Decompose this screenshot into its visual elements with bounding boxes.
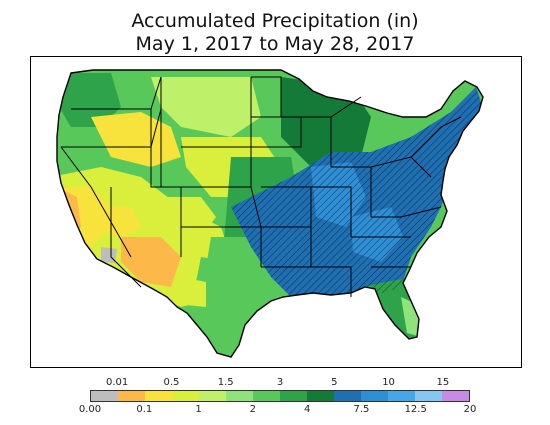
legend-swatch xyxy=(145,391,172,401)
legend-swatch xyxy=(118,391,145,401)
state-borders xyxy=(56,69,484,358)
legend-swatch xyxy=(307,391,334,401)
legend-swatch xyxy=(415,391,442,401)
legend-label-top: 1.5 xyxy=(217,377,234,388)
precipitation-fill xyxy=(57,70,483,357)
legend-swatch xyxy=(334,391,361,401)
legend-label-top: 3 xyxy=(276,377,284,388)
precipitation-map xyxy=(30,56,522,368)
legend-label-top: 5 xyxy=(331,377,338,388)
legend-label-top: 15 xyxy=(436,377,450,388)
legend-swatch xyxy=(199,391,226,401)
legend-swatch xyxy=(91,391,118,401)
legend-swatch xyxy=(253,391,280,401)
legend-color-bar xyxy=(90,390,470,402)
us-precipitation-map xyxy=(56,69,484,358)
legend-swatch xyxy=(280,391,307,401)
legend-swatch xyxy=(226,391,253,401)
precipitation-legend: 0.00 0.1 1 2 4 7.5 12.5 20 0.01 0.5 1.5 3 5 10 15 xyxy=(79,376,477,420)
legend-label-bottom: 0.00 xyxy=(78,404,102,415)
legend-swatch xyxy=(361,391,388,401)
legend-label-bottom: 4 xyxy=(303,404,311,415)
legend-label-top: 0.5 xyxy=(163,377,180,388)
legend-swatch xyxy=(388,391,415,401)
legend-label-bottom: 7.5 xyxy=(353,404,370,415)
map-title: Accumulated Precipitation (in) xyxy=(131,10,419,32)
legend-label-top: 0.01 xyxy=(106,377,129,388)
legend-label-bottom: 20 xyxy=(463,404,477,415)
legend-label-bottom: 0.1 xyxy=(136,404,153,415)
legend-swatch xyxy=(172,391,199,401)
map-date-range: May 1, 2017 to May 28, 2017 xyxy=(135,33,415,55)
legend-label-top: 10 xyxy=(382,377,395,388)
legend-label-bottom: 1 xyxy=(195,404,202,415)
legend-label-bottom: 2 xyxy=(249,404,257,415)
legend-label-bottom: 12.5 xyxy=(404,404,427,415)
legend-swatch xyxy=(442,391,469,401)
